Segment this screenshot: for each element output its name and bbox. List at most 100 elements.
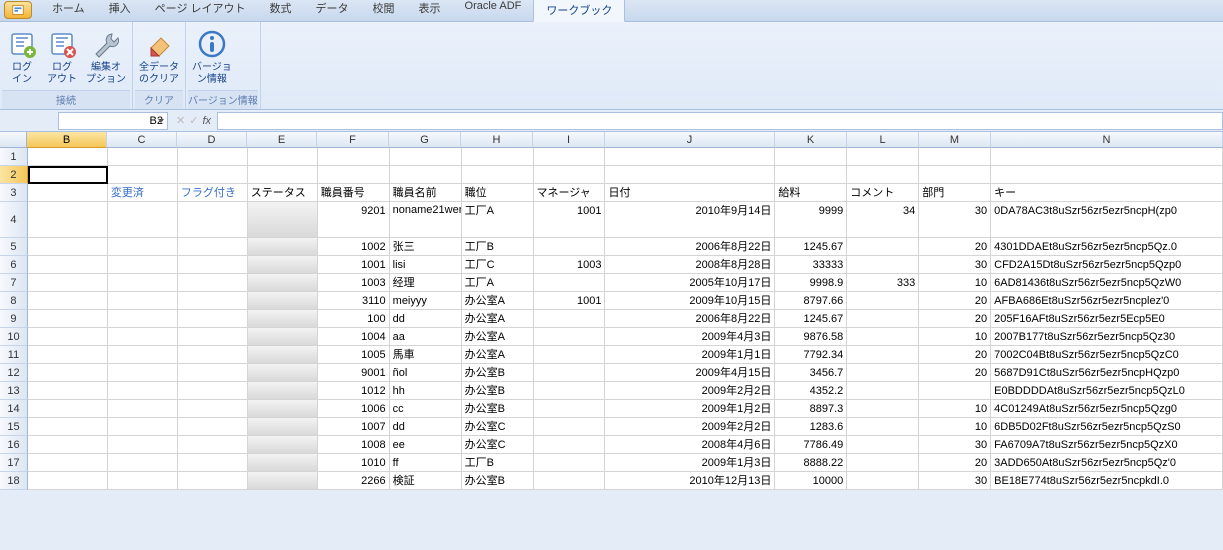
data-cell[interactable] — [534, 454, 606, 472]
data-cell[interactable]: 34 — [847, 202, 919, 238]
data-cell[interactable]: 205F16AFt8uSzr56zr5ezr5Ecp5E0 — [991, 310, 1223, 328]
data-cell[interactable] — [108, 346, 178, 364]
data-cell[interactable] — [847, 310, 919, 328]
row-header-6[interactable]: 6 — [0, 256, 28, 274]
row-header-1[interactable]: 1 — [0, 148, 28, 166]
name-box[interactable]: B2 — [58, 112, 168, 130]
data-cell[interactable] — [847, 400, 919, 418]
data-cell[interactable]: 20 — [919, 454, 991, 472]
data-cell[interactable]: 1001 — [534, 292, 606, 310]
data-cell[interactable] — [248, 328, 318, 346]
tab-1[interactable]: 挿入 — [97, 0, 143, 21]
version-info-button[interactable]: バージョン情報 — [188, 24, 236, 86]
data-cell[interactable] — [108, 472, 178, 490]
cell[interactable] — [248, 148, 318, 166]
enter-icon[interactable]: ✓ — [189, 114, 198, 127]
data-cell[interactable]: 办公室B — [462, 364, 534, 382]
data-cell[interactable]: 7786.49 — [775, 436, 847, 454]
row-header-2[interactable]: 2 — [0, 166, 28, 184]
row-header-3[interactable]: 3 — [0, 184, 28, 202]
data-cell[interactable] — [178, 418, 248, 436]
column-header-J[interactable]: J — [605, 132, 775, 148]
data-cell[interactable]: 30 — [919, 472, 991, 490]
data-cell[interactable]: 2009年1月2日 — [605, 400, 775, 418]
data-cell[interactable]: 2006年8月22日 — [605, 310, 775, 328]
cell[interactable] — [605, 148, 775, 166]
data-cell[interactable]: 1007 — [318, 418, 390, 436]
data-cell[interactable]: 9001 — [318, 364, 390, 382]
data-cell[interactable] — [847, 256, 919, 274]
data-cell[interactable]: 1001 — [318, 256, 390, 274]
data-cell[interactable] — [534, 274, 606, 292]
data-cell[interactable] — [534, 364, 606, 382]
cell[interactable] — [991, 148, 1223, 166]
data-cell[interactable]: 1012 — [318, 382, 390, 400]
tab-5[interactable]: 校閲 — [361, 0, 407, 21]
data-cell[interactable]: FA6709A7t8uSzr56zr5ezr5ncp5QzX0 — [991, 436, 1223, 454]
data-cell[interactable] — [534, 310, 606, 328]
data-cell[interactable] — [28, 238, 108, 256]
data-cell[interactable] — [248, 472, 318, 490]
data-cell[interactable]: 工厂C — [462, 256, 534, 274]
data-cell[interactable]: 7002C04Bt8uSzr56zr5ezr5ncp5QzC0 — [991, 346, 1223, 364]
data-cell[interactable]: 9876.58 — [775, 328, 847, 346]
data-cell[interactable]: 张三 — [390, 238, 462, 256]
data-cell[interactable] — [108, 310, 178, 328]
data-cell[interactable] — [248, 454, 318, 472]
row-header-18[interactable]: 18 — [0, 472, 28, 490]
data-cell[interactable] — [28, 346, 108, 364]
cell[interactable] — [847, 166, 919, 184]
login-button[interactable]: ログイン — [2, 24, 42, 86]
data-cell[interactable]: ff — [390, 454, 462, 472]
column-header-B[interactable]: B — [27, 132, 107, 148]
data-cell[interactable]: 3456.7 — [775, 364, 847, 382]
data-cell[interactable]: 8888.22 — [775, 454, 847, 472]
data-cell[interactable] — [248, 400, 318, 418]
data-cell[interactable]: 2009年1月3日 — [605, 454, 775, 472]
data-cell[interactable] — [248, 256, 318, 274]
data-cell[interactable]: 2008年4月6日 — [605, 436, 775, 454]
data-cell[interactable]: 工厂B — [462, 238, 534, 256]
tab-6[interactable]: 表示 — [407, 0, 453, 21]
data-cell[interactable] — [28, 310, 108, 328]
row-header-17[interactable]: 17 — [0, 454, 28, 472]
data-cell[interactable] — [108, 202, 178, 238]
column-header-L[interactable]: L — [847, 132, 919, 148]
header-cell[interactable]: コメント — [847, 184, 919, 202]
data-cell[interactable]: aa — [390, 328, 462, 346]
data-cell[interactable] — [178, 382, 248, 400]
data-cell[interactable]: AFBA686Et8uSzr56zr5ezr5ncplez'0 — [991, 292, 1223, 310]
row-header-11[interactable]: 11 — [0, 346, 28, 364]
data-cell[interactable] — [534, 436, 606, 454]
row-header-12[interactable]: 12 — [0, 364, 28, 382]
data-cell[interactable]: CFD2A15Dt8uSzr56zr5ezr5ncp5Qzp0 — [991, 256, 1223, 274]
data-cell[interactable] — [178, 310, 248, 328]
cell[interactable] — [775, 166, 847, 184]
data-cell[interactable]: 办公室B — [462, 472, 534, 490]
cell[interactable] — [178, 148, 248, 166]
data-cell[interactable] — [847, 364, 919, 382]
data-cell[interactable]: 10 — [919, 274, 991, 292]
data-cell[interactable] — [108, 256, 178, 274]
data-cell[interactable] — [847, 328, 919, 346]
data-cell[interactable] — [108, 454, 178, 472]
data-cell[interactable]: dd — [390, 418, 462, 436]
data-cell[interactable]: 办公室B — [462, 382, 534, 400]
data-cell[interactable] — [108, 274, 178, 292]
cell[interactable] — [991, 166, 1223, 184]
data-cell[interactable]: 20 — [919, 346, 991, 364]
data-cell[interactable]: 8897.3 — [775, 400, 847, 418]
row-header-8[interactable]: 8 — [0, 292, 28, 310]
cell[interactable] — [847, 148, 919, 166]
data-cell[interactable] — [534, 400, 606, 418]
data-cell[interactable] — [847, 238, 919, 256]
data-cell[interactable]: 2010年9月14日 — [605, 202, 775, 238]
data-cell[interactable]: meiyyy — [390, 292, 462, 310]
tab-2[interactable]: ページ レイアウト — [143, 0, 258, 21]
column-header-I[interactable]: I — [533, 132, 605, 148]
data-cell[interactable]: 10 — [919, 418, 991, 436]
data-cell[interactable]: 1002 — [318, 238, 390, 256]
data-cell[interactable]: lisi — [390, 256, 462, 274]
data-cell[interactable]: 1003 — [534, 256, 606, 274]
data-cell[interactable]: 办公室C — [462, 436, 534, 454]
